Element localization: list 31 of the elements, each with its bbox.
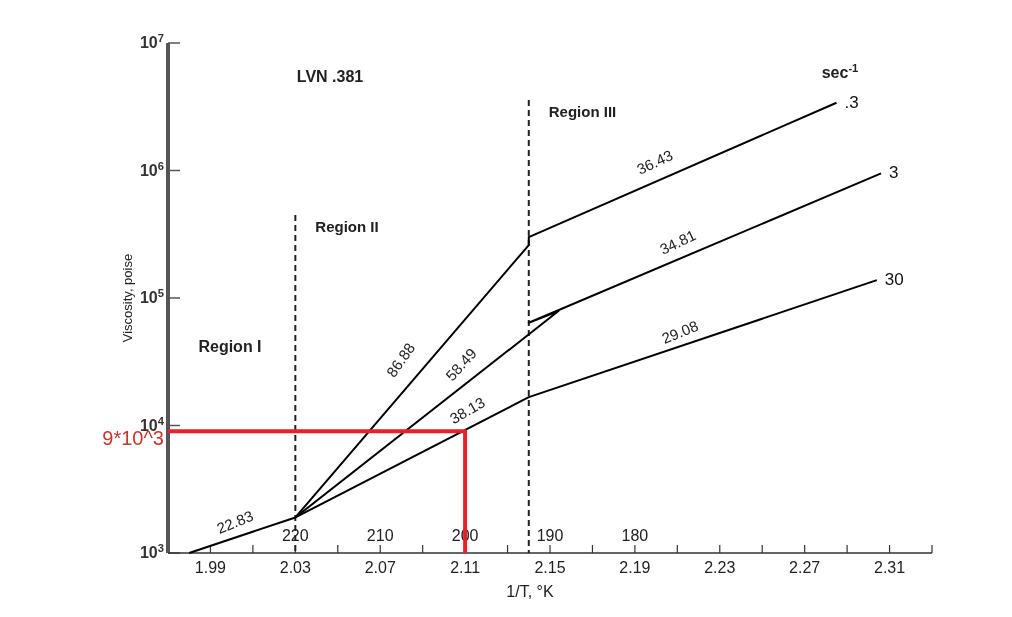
ref-line-label: Region III — [548, 103, 617, 120]
y-tick-label: 10$^{3}$ — [139, 542, 164, 561]
x-tick-label: 2.03 — [279, 559, 312, 576]
y-axis-title: Viscosity, poise — [120, 253, 135, 343]
y-tick-label: 10$^{5}$ — [139, 287, 164, 306]
x-tick-label: 2.15 — [534, 559, 566, 576]
annotation: 36.43 — [634, 146, 676, 178]
series-label: 3 — [889, 163, 899, 183]
x-tick-label: 2.19 — [619, 559, 651, 576]
annotation: 29.08 — [659, 316, 701, 347]
annotation: sec$^{-1}$ — [821, 62, 859, 81]
series-label: 30 — [884, 270, 904, 290]
x-axis-title: 1/T, °K — [506, 583, 554, 600]
ref-line-label: Region II — [315, 218, 379, 235]
annotation: 34.81 — [657, 226, 699, 258]
y-tick-label: 10$^{7}$ — [139, 32, 164, 51]
x2-tick-label: 180 — [621, 527, 649, 544]
series-label: .3 — [844, 92, 859, 112]
y-tick-label: 10$^{6}$ — [139, 159, 164, 179]
x-tick-label: 1.99 — [194, 559, 227, 576]
x2-tick-label: 220 — [281, 527, 309, 544]
annotation: LVN .381 — [296, 68, 364, 85]
x-tick-label: 2.31 — [873, 559, 906, 576]
x-tick-label: 2.11 — [450, 559, 481, 576]
annotation: 22.83 — [214, 506, 256, 537]
x-tick-label: 2.27 — [789, 559, 821, 576]
annotation: Region I — [198, 338, 262, 355]
x-tick-label: 2.23 — [704, 559, 736, 576]
x2-tick-label: 210 — [366, 527, 394, 544]
x2-tick-label: 190 — [536, 527, 564, 544]
x-tick-label: 2.07 — [364, 559, 396, 576]
